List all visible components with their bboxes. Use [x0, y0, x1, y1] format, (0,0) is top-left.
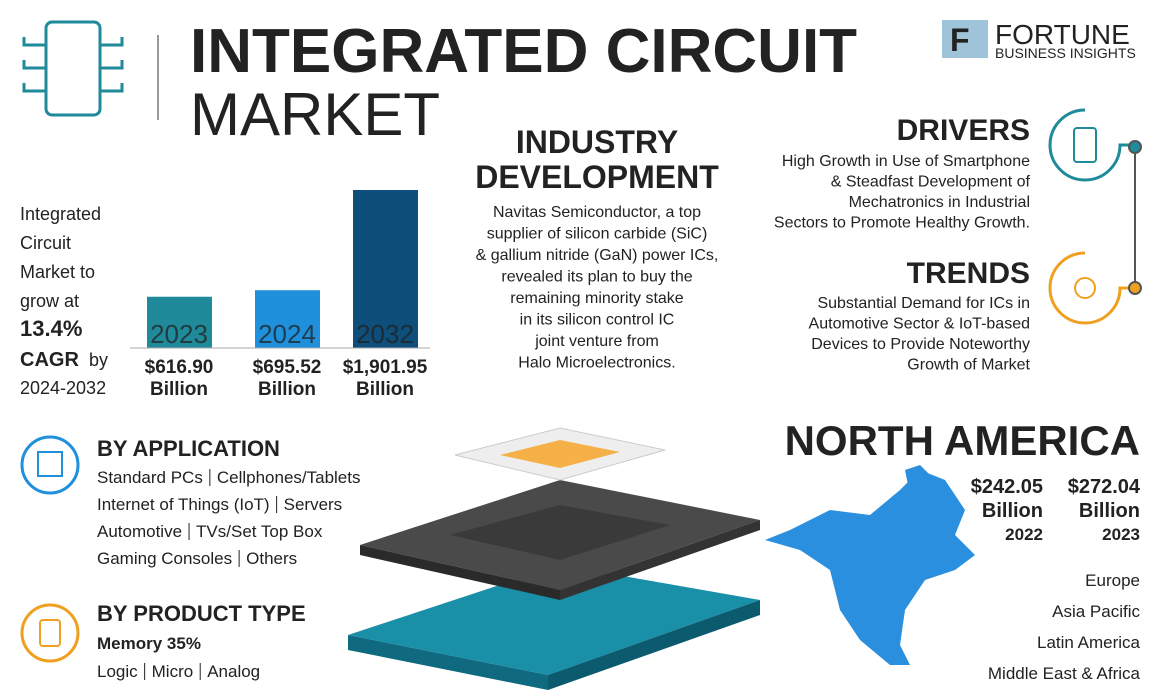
list-item: Logic [97, 662, 138, 681]
list-item: TVs/Set Top Box [196, 522, 323, 541]
region-other: Latin America [1037, 633, 1141, 652]
growth-by: by [89, 350, 108, 370]
drivers-text: Sectors to Promote Healthy Growth. [774, 215, 1030, 232]
value-unit: Billion [150, 379, 208, 400]
brand-sub: BUSINESS INSIGHTS [995, 45, 1136, 61]
growth-text: Market to [20, 262, 95, 282]
industry-text: Navitas Semiconductor, a top [493, 204, 701, 221]
trends-text: Growth of Market [907, 357, 1030, 374]
logo: F [942, 20, 988, 58]
region-value: $242.05 [971, 476, 1043, 498]
industry-text: in its silicon control IC [520, 312, 675, 329]
region-unit: Billion [1079, 500, 1140, 522]
list-item: Analog [207, 662, 260, 681]
node [1128, 281, 1142, 295]
growth-text: Integrated [20, 204, 101, 224]
brand: FORTUNE [995, 19, 1130, 50]
chip-illustration [348, 427, 760, 690]
region-year: 2022 [1005, 525, 1043, 544]
industry-text: supplier of silicon carbide (SiC) [487, 226, 708, 243]
industry-text: revealed its plan to buy the [501, 269, 692, 286]
growth-period: 2024-2032 [20, 378, 106, 398]
region-unit: Billion [982, 500, 1043, 522]
drivers-text: & Steadfast Development of [831, 174, 1031, 191]
region-year: 2023 [1102, 525, 1140, 544]
ic-icon [22, 20, 124, 117]
section-title: BY PRODUCT TYPE [97, 601, 306, 626]
bar-year: 2032 [356, 319, 414, 349]
list-item: Micro [152, 662, 194, 681]
industry-title: DEVELOPMENT [475, 159, 719, 195]
region-title: NORTH AMERICA [785, 417, 1140, 464]
product-highlight: Memory 35% [97, 634, 201, 653]
list-item: Automotive [97, 522, 182, 541]
section-title: BY APPLICATION [97, 436, 280, 461]
growth-cagr: CAGR [20, 349, 79, 371]
bar [147, 296, 212, 348]
node [1128, 140, 1142, 154]
value-unit: Billion [356, 379, 414, 400]
growth-rate: 13.4% [20, 316, 82, 341]
drivers-text: High Growth in Use of Smartphone [782, 153, 1030, 170]
industry-title: INDUSTRY [516, 124, 678, 160]
industry-text: & gallium nitride (GaN) power ICs, [476, 247, 719, 264]
list-item: Cellphones/Tablets [217, 468, 361, 487]
drivers-title: DRIVERS [897, 114, 1030, 147]
value-unit: Billion [258, 379, 316, 400]
growth-text: Circuit [20, 233, 71, 253]
trends-text: Automotive Sector & IoT-based [809, 316, 1030, 333]
svg-text:F: F [950, 22, 970, 58]
trends-text: Substantial Demand for ICs in [817, 295, 1030, 312]
drivers-icon [1048, 108, 1135, 182]
trends-text: Devices to Provide Noteworthy [811, 336, 1030, 353]
value-label: $1,901.95 [343, 357, 428, 378]
bar [255, 290, 320, 348]
title: MARKET [190, 81, 440, 148]
growth-text: grow at [20, 291, 79, 311]
value-label: $695.52 [253, 357, 322, 378]
list-item: Internet of Things (IoT) [97, 495, 270, 514]
bar [353, 190, 418, 348]
region-other: Europe [1085, 571, 1140, 590]
industry-text: joint venture from [534, 333, 659, 350]
application-icon [20, 435, 80, 495]
trends-title: TRENDS [907, 257, 1030, 290]
value-label: $616.90 [145, 357, 214, 378]
industry-text: Halo Microelectronics. [518, 355, 675, 372]
list-item: Gaming Consoles [97, 549, 232, 568]
north-america-map [765, 465, 975, 665]
region-value: $272.04 [1068, 476, 1141, 498]
region-other: Asia Pacific [1052, 602, 1140, 621]
bar-year: 2023 [150, 319, 208, 349]
title: INTEGRATED CIRCUIT [190, 17, 857, 86]
trends-icon [1048, 251, 1135, 325]
list-item: Servers [284, 495, 343, 514]
industry-text: remaining minority stake [510, 290, 684, 307]
list-item: Others [246, 549, 297, 568]
product-icon [20, 603, 80, 663]
region-other: Middle East & Africa [988, 664, 1141, 683]
drivers-text: Mechatronics in Industrial [849, 194, 1030, 211]
list-item: Standard PCs [97, 468, 203, 487]
bar-year: 2024 [258, 319, 316, 349]
